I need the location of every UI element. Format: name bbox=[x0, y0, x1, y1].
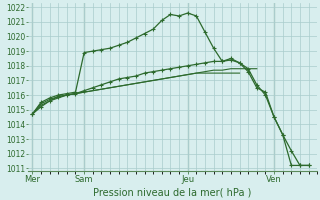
X-axis label: Pression niveau de la mer( hPa ): Pression niveau de la mer( hPa ) bbox=[93, 187, 252, 197]
